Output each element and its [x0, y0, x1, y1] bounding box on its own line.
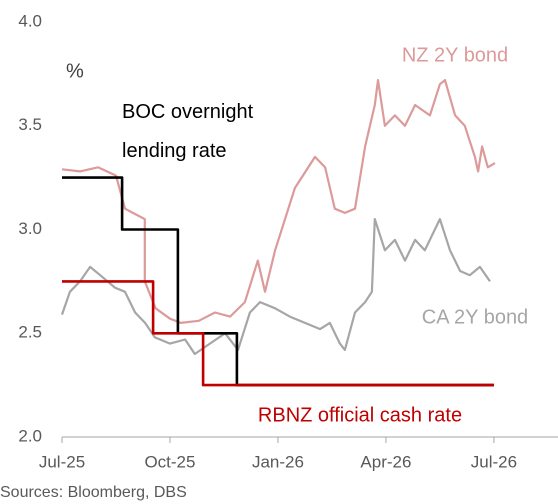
- x-tick-label: Apr-26: [360, 452, 411, 471]
- series-line: [60, 218, 491, 356]
- series-label: NZ 2Y bond: [402, 44, 508, 66]
- unit-label: %: [66, 60, 84, 82]
- series-label: RBNZ official cash rate: [258, 404, 462, 426]
- x-tick-label: Oct-25: [144, 452, 195, 471]
- y-tick-label: 3.0: [18, 219, 42, 238]
- series-label: BOC overnight lending rate: [122, 101, 254, 162]
- x-tick-label: Jul-26: [471, 452, 517, 471]
- y-tick-label: 2.5: [18, 323, 42, 342]
- series-line: [62, 280, 494, 387]
- y-tick-label: 2.0: [18, 426, 42, 445]
- x-tick-label: Jul-25: [39, 452, 85, 471]
- y-tick-label: 3.5: [18, 115, 42, 134]
- x-tick-label: Jan-26: [252, 452, 304, 471]
- series-line: [61, 79, 496, 324]
- series-line: [62, 176, 494, 387]
- sources: Sources: Bloomberg, DBS: [0, 484, 187, 501]
- series-label: CA 2Y bond: [422, 306, 528, 328]
- y-tick-label: 4.0: [18, 11, 42, 30]
